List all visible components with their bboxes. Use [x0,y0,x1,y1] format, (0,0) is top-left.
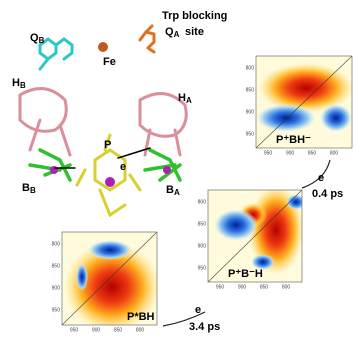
heat-blob [286,194,306,210]
y-tick-label: 850 [52,263,61,269]
molecule-structure [20,26,186,215]
structure-label: e [120,161,126,173]
y-tick-label: 950 [246,131,255,137]
subscript: A [174,188,180,197]
structure-label: Fe [103,56,116,68]
page: QBFeTrp blockingQAsiteHBHAPeBBBA80085090… [0,0,354,337]
time-label: 3.4 ps [189,321,220,333]
electron-label: e [195,304,201,316]
x-tick-label: 950 [216,284,225,290]
figure: QBFeTrp blockingQAsiteHBHAPeBBBA80085090… [0,0,354,337]
y-tick-label: 900 [198,243,207,249]
x-tick-label: 850 [308,150,317,156]
y-tick-label: 850 [198,221,207,227]
y-tick-label: 800 [198,199,207,205]
structure-label: BA [166,184,180,197]
subscript: B [30,186,36,195]
structure-label: BB [22,182,36,195]
x-tick-label: 900 [92,327,101,333]
spectrum-panel: 800 850 900 950 950 900 850 800 P*BH [52,232,160,333]
structure-label: site [185,26,204,38]
spectrum-panel: 800 850 900 950 950 900 850 800 P⁺B⁻H [198,185,306,290]
x-tick-label: 850 [260,284,269,290]
y-tick-label: 850 [246,87,255,93]
structure-label: Trp blocking [162,10,227,22]
structure-label: QB [30,32,45,45]
x-tick-label: 800 [330,150,339,156]
heat-blob [88,240,132,260]
state-label: P*BH [127,311,155,323]
time-label: 0.4 ps [312,188,343,200]
x-tick-label: 900 [238,284,247,290]
x-tick-label: 800 [136,327,145,333]
y-tick-label: 950 [198,265,207,271]
arrow [302,160,330,188]
structure-label: HA [178,92,192,105]
x-tick-label: 950 [70,327,79,333]
heat-blob [76,263,88,291]
state-label: P⁺B⁻H [228,268,263,280]
structure-label: HB [12,77,26,90]
x-tick-label: 900 [286,150,295,156]
heat-blob [320,104,352,132]
x-tick-label: 850 [114,327,123,333]
subscript: A [174,30,180,39]
electron-label: e [318,172,324,184]
heat-blob [256,104,316,132]
heat-blob [214,209,258,241]
structure-label: QA [165,26,180,39]
y-tick-label: 800 [246,65,255,71]
y-tick-label: 900 [246,109,255,115]
spectrum-panel: 800 850 900 950 950 900 850 800 P⁺BH⁻ [246,56,354,156]
structure-label: P [104,139,111,151]
subscript: B [39,36,45,45]
y-tick-label: 950 [52,307,61,313]
subscript: B [20,81,26,90]
y-tick-label: 800 [52,241,61,247]
y-tick-label: 900 [52,285,61,291]
state-label: P⁺BH⁻ [276,134,311,146]
x-tick-label: 800 [282,284,291,290]
subscript: A [186,96,192,105]
x-tick-label: 950 [264,150,273,156]
